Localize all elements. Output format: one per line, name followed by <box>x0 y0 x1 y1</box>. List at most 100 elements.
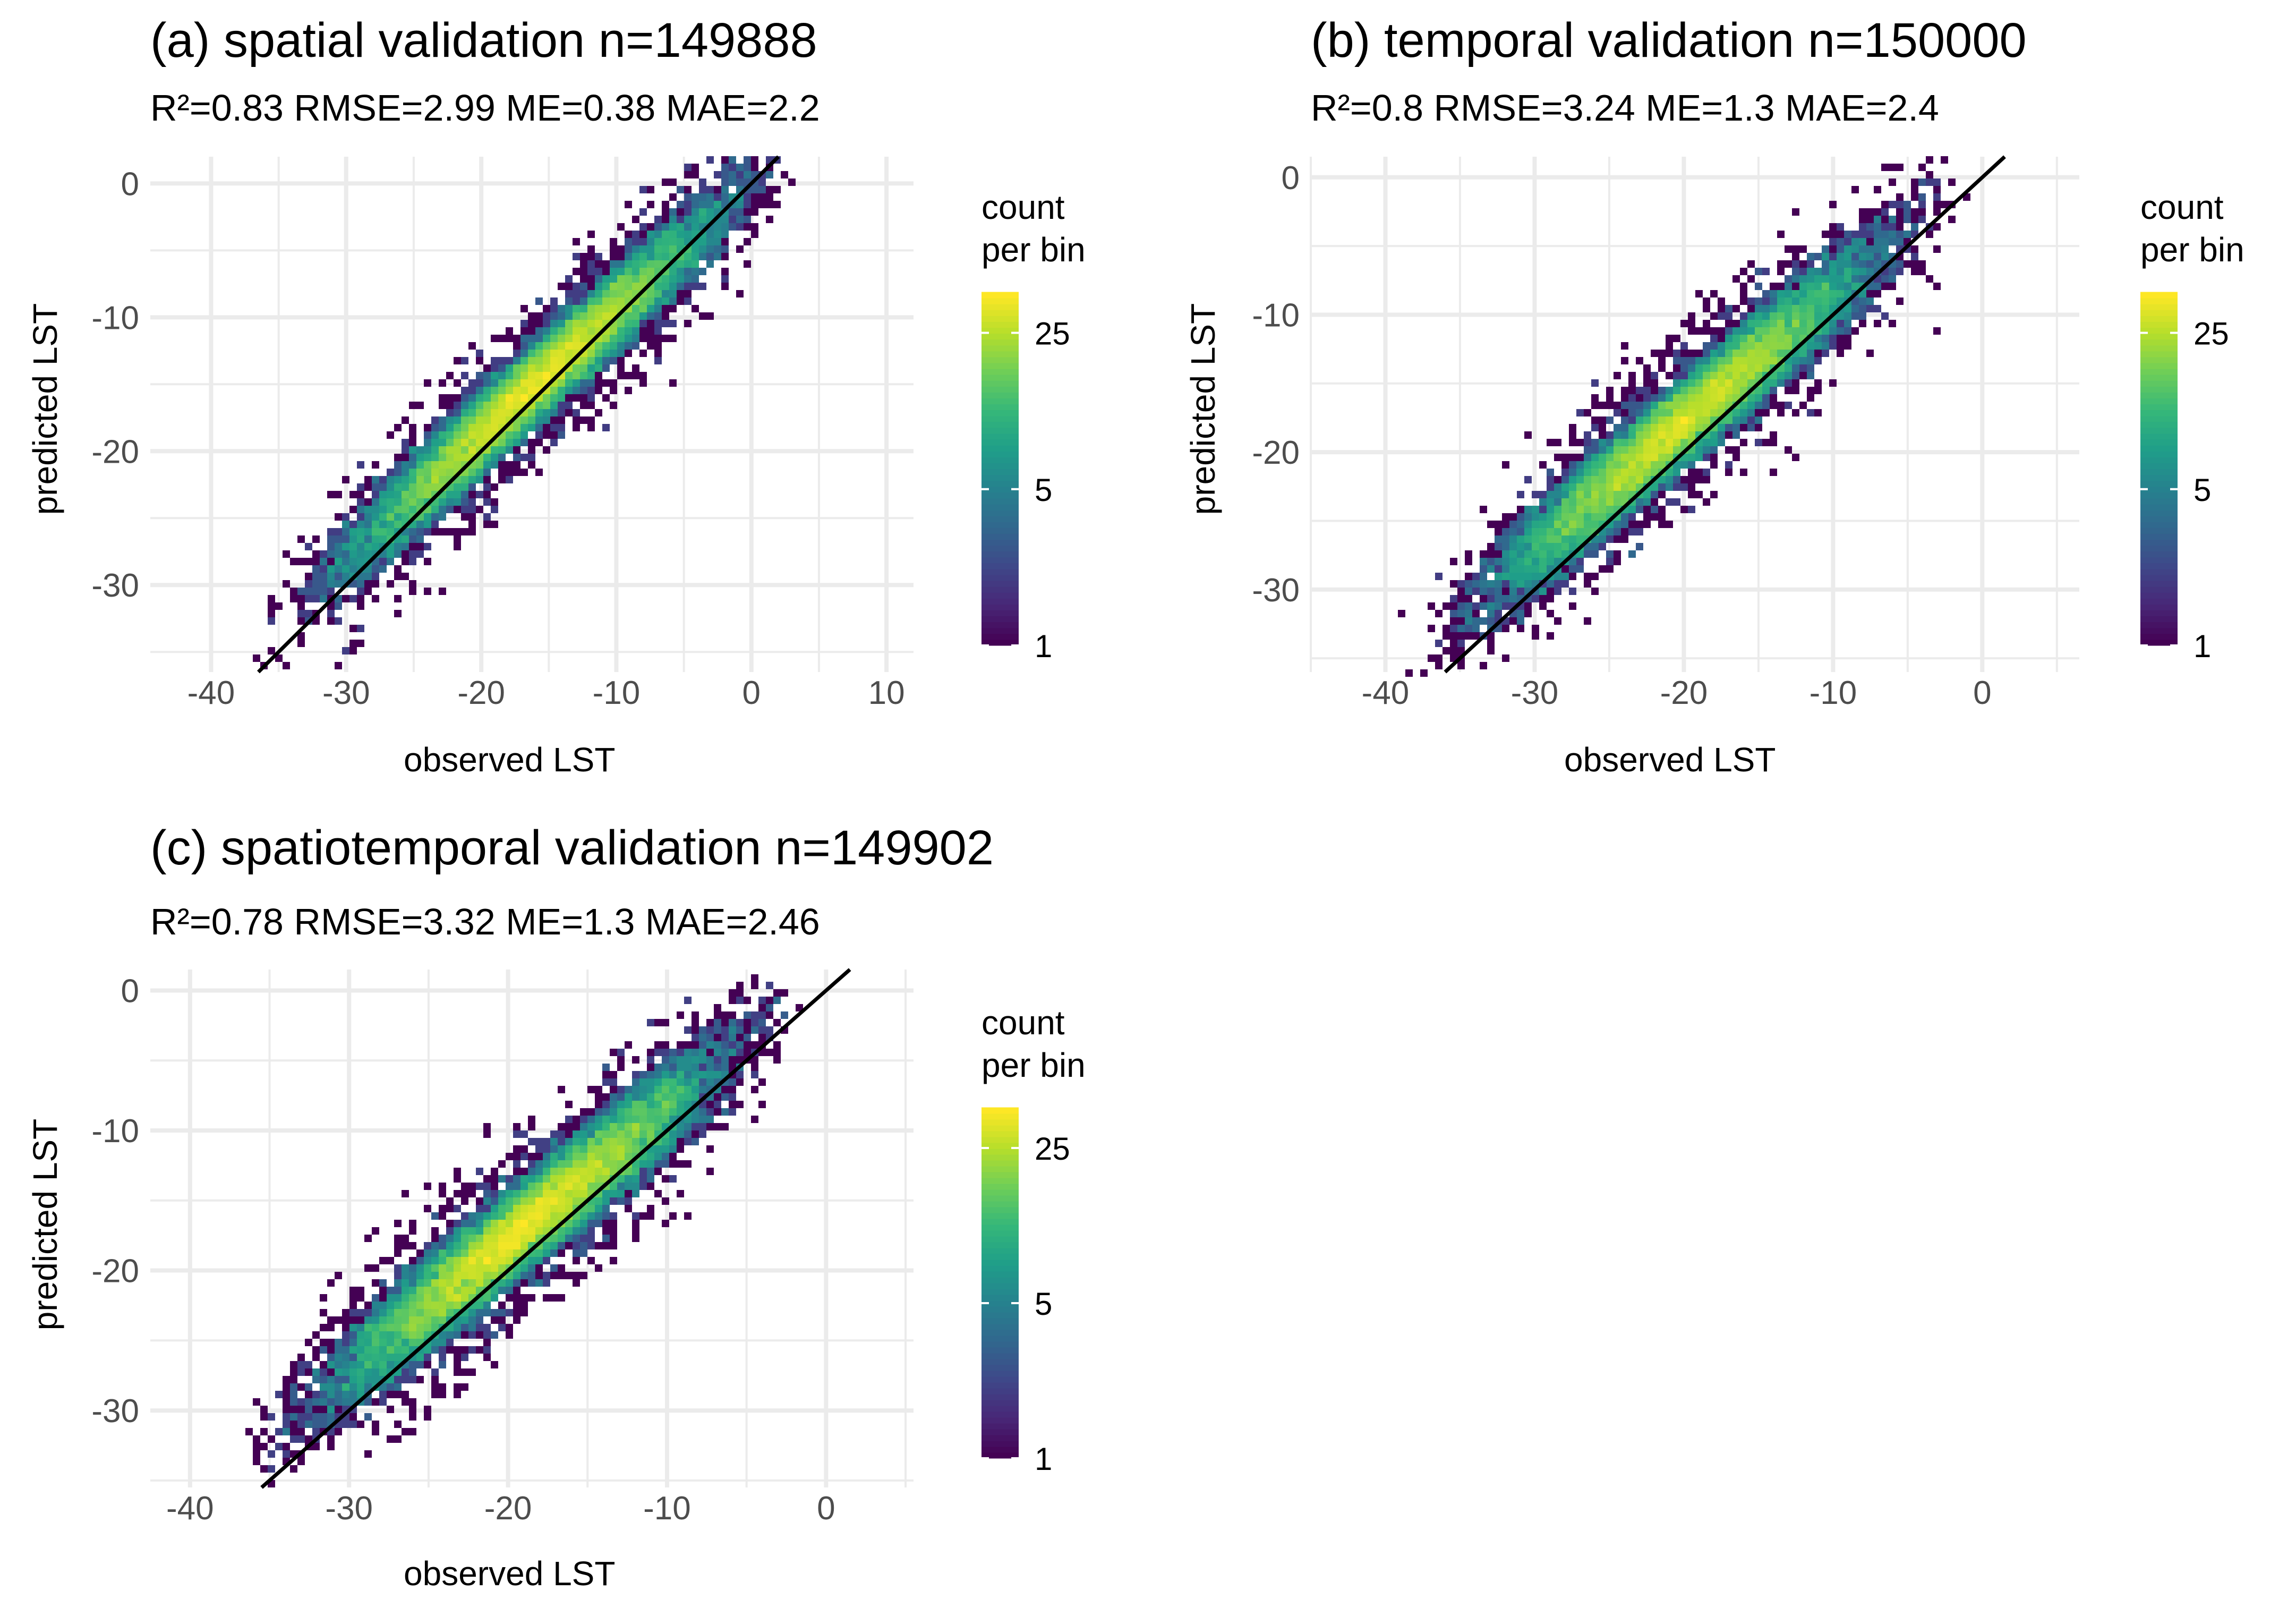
bin-cell <box>476 1302 483 1309</box>
bin-cell <box>1651 469 1658 476</box>
bin-cell <box>751 193 758 201</box>
bin-cell <box>372 1316 379 1324</box>
bin-cell <box>431 446 439 454</box>
bin-cell <box>1770 350 1777 357</box>
colorbar-segment <box>981 1166 1019 1172</box>
bin-cell <box>639 1212 647 1220</box>
bin-cell <box>528 335 535 342</box>
bin-cell <box>706 1108 714 1116</box>
bin-cell <box>364 1346 372 1354</box>
bin-cell <box>491 335 498 342</box>
bin-cell <box>424 588 431 595</box>
bin-cell <box>587 387 595 394</box>
bin-cell <box>387 1435 394 1443</box>
bin-cell <box>468 1331 476 1339</box>
bin-cell <box>528 364 535 372</box>
bin-cell <box>461 424 468 431</box>
bin-cell <box>320 1324 327 1331</box>
bin-cell <box>1502 602 1509 610</box>
bin-cell <box>379 498 387 506</box>
colorbar-segment <box>981 1393 1019 1400</box>
colorbar-segment <box>981 345 1019 352</box>
bin-cell <box>692 253 699 260</box>
bin-cell <box>654 297 662 305</box>
bin-cell <box>498 476 506 483</box>
bin-cell <box>669 1101 677 1108</box>
bin-cell <box>721 178 729 186</box>
colorbar-segment <box>981 616 1019 623</box>
bin-cell <box>602 1138 610 1145</box>
bin-cell <box>424 379 431 387</box>
bin-cell <box>364 573 372 580</box>
bin-cell <box>364 1309 372 1316</box>
bin-cell <box>543 364 550 372</box>
bin-cell <box>454 1227 461 1235</box>
bin-cell <box>558 1212 565 1220</box>
bin-cell <box>692 1026 699 1034</box>
bin-cell <box>692 1123 699 1130</box>
bin-cell <box>335 617 342 625</box>
bin-cell <box>506 439 513 446</box>
bin-cell <box>454 1368 461 1376</box>
bin-cell <box>483 1354 491 1361</box>
bin-cell <box>290 1406 297 1413</box>
bin-cell <box>558 409 565 416</box>
bin-cell <box>729 178 736 186</box>
bin-cell <box>439 1212 446 1220</box>
bin-cell <box>491 506 498 513</box>
bin-cell <box>1710 409 1718 416</box>
bin-cell <box>580 402 587 409</box>
bin-cell <box>491 416 498 424</box>
bin-cell <box>468 1183 476 1190</box>
bin-cell <box>647 1071 654 1078</box>
colorbar-segment <box>981 1388 1019 1395</box>
bin-cell <box>684 1049 692 1056</box>
bin-cell <box>625 283 632 290</box>
bin-cell <box>632 1190 639 1197</box>
bin-cell <box>1539 535 1547 543</box>
bin-cell <box>513 342 520 350</box>
bin-cell <box>550 1264 558 1272</box>
bin-cell <box>342 1309 349 1316</box>
bin-cell <box>520 1227 528 1235</box>
bin-cell <box>1643 424 1651 431</box>
bin-cell <box>498 394 506 402</box>
bin-cell <box>305 1406 312 1413</box>
bin-cell <box>439 1242 446 1249</box>
bin-cell <box>476 1183 483 1190</box>
bin-cell <box>662 216 669 223</box>
bin-cell <box>647 1168 654 1175</box>
bin-cell <box>349 640 357 647</box>
bin-cell <box>483 1302 491 1309</box>
bin-cell <box>1837 290 1844 297</box>
bin-cell <box>357 1361 364 1368</box>
bin-cell <box>610 1138 617 1145</box>
bin-cell <box>684 208 692 216</box>
bin-cell <box>617 1153 625 1160</box>
bin-cell <box>1614 469 1621 476</box>
bin-cell <box>394 595 402 602</box>
bin-cell <box>595 350 602 357</box>
bin-cell <box>610 275 617 283</box>
bin-cell <box>595 1153 602 1160</box>
bin-cell <box>342 513 349 521</box>
bin-cell <box>387 550 394 558</box>
bin-cell <box>1584 521 1591 528</box>
bin-cell <box>513 1197 520 1205</box>
bin-cell <box>491 424 498 431</box>
bin-cell <box>327 1339 335 1346</box>
bin-cell <box>617 1049 625 1056</box>
bin-cell <box>260 1406 268 1413</box>
bin-cell <box>558 1086 565 1093</box>
bin-cell <box>573 1145 580 1153</box>
bin-cell <box>402 1309 409 1316</box>
bin-cell <box>387 431 394 439</box>
bin-cell <box>1591 498 1599 506</box>
bin-cell <box>729 1086 736 1093</box>
bin-cell <box>483 1242 491 1249</box>
bin-cell <box>647 1153 654 1160</box>
bin-cell <box>758 1026 766 1034</box>
bin-cell <box>297 1361 305 1368</box>
bin-cell <box>669 178 677 186</box>
bin-cell <box>454 446 461 454</box>
